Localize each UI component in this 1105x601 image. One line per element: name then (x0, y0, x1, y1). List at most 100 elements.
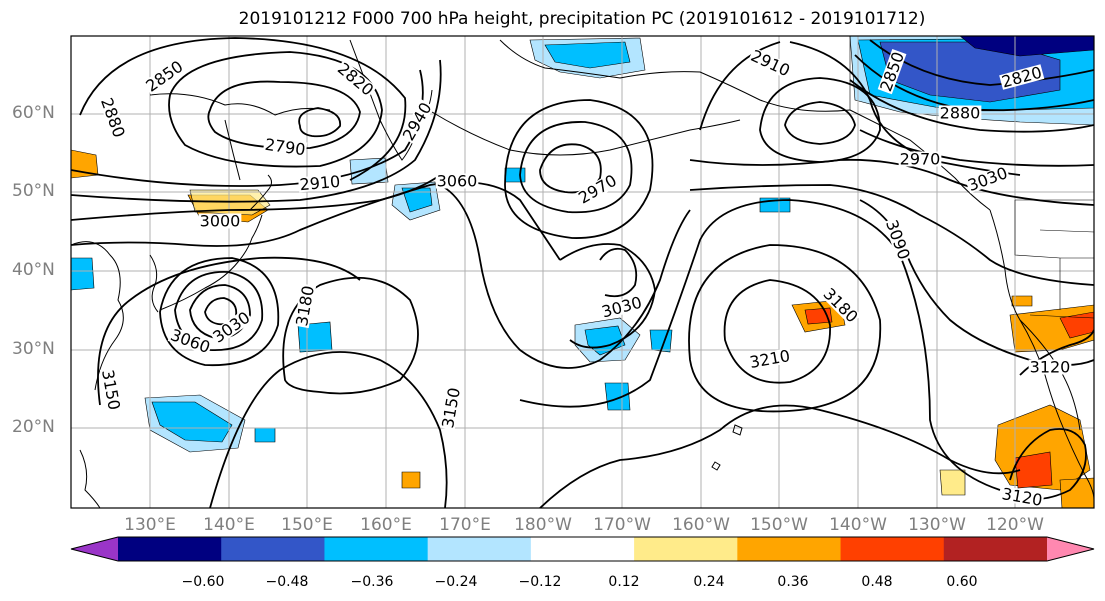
contour-label: 2910 (299, 172, 341, 194)
contour-3120-mexico (1009, 428, 1087, 500)
colorbar-segment (71, 537, 118, 561)
contour-label-halo (938, 105, 982, 121)
precip-area-mid-sub (604, 382, 631, 411)
contour-japan-low-1 (189, 284, 251, 339)
map-title: 2019101212 F000 700 hPa height, precipit… (238, 9, 926, 29)
contour-label-halo (999, 64, 1045, 90)
coastline-alaska (499, 39, 851, 112)
colorbar-segment (427, 537, 532, 561)
coastline-philippines (79, 449, 101, 508)
border-layer (849, 36, 1094, 319)
contour-central-trough (439, 184, 691, 369)
contour-label-halo (399, 99, 435, 144)
coastline-siberia (149, 93, 331, 116)
colorbar-segment (634, 537, 738, 561)
contour-label-halo (297, 173, 342, 193)
lon-label-130e: 130°E (124, 515, 176, 535)
precip-area-trop-w-core (151, 401, 233, 443)
contour-label: 3000 (200, 212, 241, 231)
colorbar-segment (943, 537, 1048, 561)
colorbar-tick-label: 0.48 (861, 574, 893, 590)
contour-2940-west (71, 59, 442, 203)
coastline-japan-hokkaido (249, 174, 272, 211)
contour-east-high-2 (688, 244, 882, 413)
contour-label-halo (167, 326, 213, 356)
colorbar-tick-label: 0.24 (693, 574, 725, 590)
colorbar-tick-label: 0.60 (946, 574, 978, 590)
contour-label-halo (999, 485, 1045, 509)
contour-alaska-low-2 (759, 77, 881, 163)
contour-label-halo (1028, 359, 1072, 375)
contour-label-halo (293, 283, 317, 329)
precip-area-mexico-right (1059, 477, 1094, 508)
contour-dateline-low-1 (539, 143, 602, 194)
contour-label-layer: 2850 2820 2880 2790 2940 2910 3000 3060 … (97, 46, 1072, 510)
contour-3060-trough (599, 247, 638, 298)
lon-label-140e: 140°E (203, 515, 255, 535)
coastline-asia-east (71, 241, 124, 391)
colorbar-segment (840, 537, 945, 561)
contour-label-halo (877, 49, 907, 95)
colorbar-segment (118, 537, 222, 561)
lat-label-20n: 20°N (12, 417, 55, 437)
contour-label: 3060 (437, 172, 478, 191)
colorbar-tick-label: 0.36 (777, 574, 809, 590)
precip-area-gulf-alaska-darkest (959, 36, 1094, 57)
precip-area-baja-core (1059, 311, 1094, 339)
contour-3030-east (689, 184, 1094, 286)
contour-label-halo (747, 347, 793, 371)
colorbar-segment (1047, 537, 1094, 561)
colorbar (71, 537, 1094, 561)
contour-label-halo (262, 136, 308, 158)
height-contour-layer (71, 37, 1094, 508)
graticule (71, 36, 1094, 508)
contour-label-halo (883, 217, 913, 263)
contour-low-siberia-2 (168, 51, 383, 168)
lat-label-50n: 50°N (12, 181, 55, 201)
lon-label-160w: 160°W (672, 515, 730, 535)
contour-2880-west (79, 37, 407, 181)
precip-area-mexico-core (1014, 451, 1053, 489)
contour-east-3120 (539, 404, 1021, 508)
coastline-hawaii-1 (732, 424, 743, 436)
precip-area-small-6 (504, 167, 526, 183)
contour-label-halo (898, 151, 942, 167)
map-frame (70, 35, 1095, 509)
contour-2910-east (699, 41, 1021, 176)
contour-label-halo (439, 385, 463, 431)
contour-low-siberia-1 (207, 80, 361, 150)
contour-japan-low-3 (159, 257, 280, 367)
coastline-hawaii-2 (711, 461, 721, 471)
lat-label-40n: 40°N (12, 260, 55, 280)
contour-3030-trough (559, 243, 656, 349)
contour-3060-arc (71, 181, 561, 261)
colorbar-tick-label: −0.60 (181, 574, 225, 590)
colorbar-outline (70, 536, 1095, 562)
contour-2970-east (689, 158, 1094, 206)
lat-label-60n: 60°N (12, 103, 55, 123)
coastline-aleutians (431, 111, 741, 156)
colorbar-tick-label: −0.48 (265, 574, 309, 590)
contour-label-halo (334, 59, 377, 99)
precip-area-small-1 (401, 471, 421, 489)
colorbar-segment (221, 537, 325, 561)
lon-label-130w: 130°W (908, 515, 966, 535)
contour-label: 3120 (1030, 358, 1071, 377)
contour-label-halo (435, 173, 479, 189)
precip-area-left-edge-blue (71, 257, 95, 291)
contour-label-halo (820, 284, 862, 326)
coastline-baja (1019, 319, 1061, 421)
coastline-sakhalin (224, 119, 241, 181)
contour-dateline-low-3 (504, 99, 654, 239)
colorbar-tick-label: −0.12 (518, 574, 562, 590)
contour-3150-west (97, 256, 361, 406)
contour-dateline-low-2 (519, 121, 633, 214)
contour-east-high-1 (723, 279, 831, 384)
precip-area-nw-pac-core (544, 41, 631, 69)
colorbar-segment (737, 537, 842, 561)
lon-label-150e: 150°E (281, 515, 333, 535)
contour-2940-east (859, 129, 1094, 167)
precip-shading-layer (71, 36, 1094, 508)
coastline-japan-honshu (159, 214, 263, 311)
